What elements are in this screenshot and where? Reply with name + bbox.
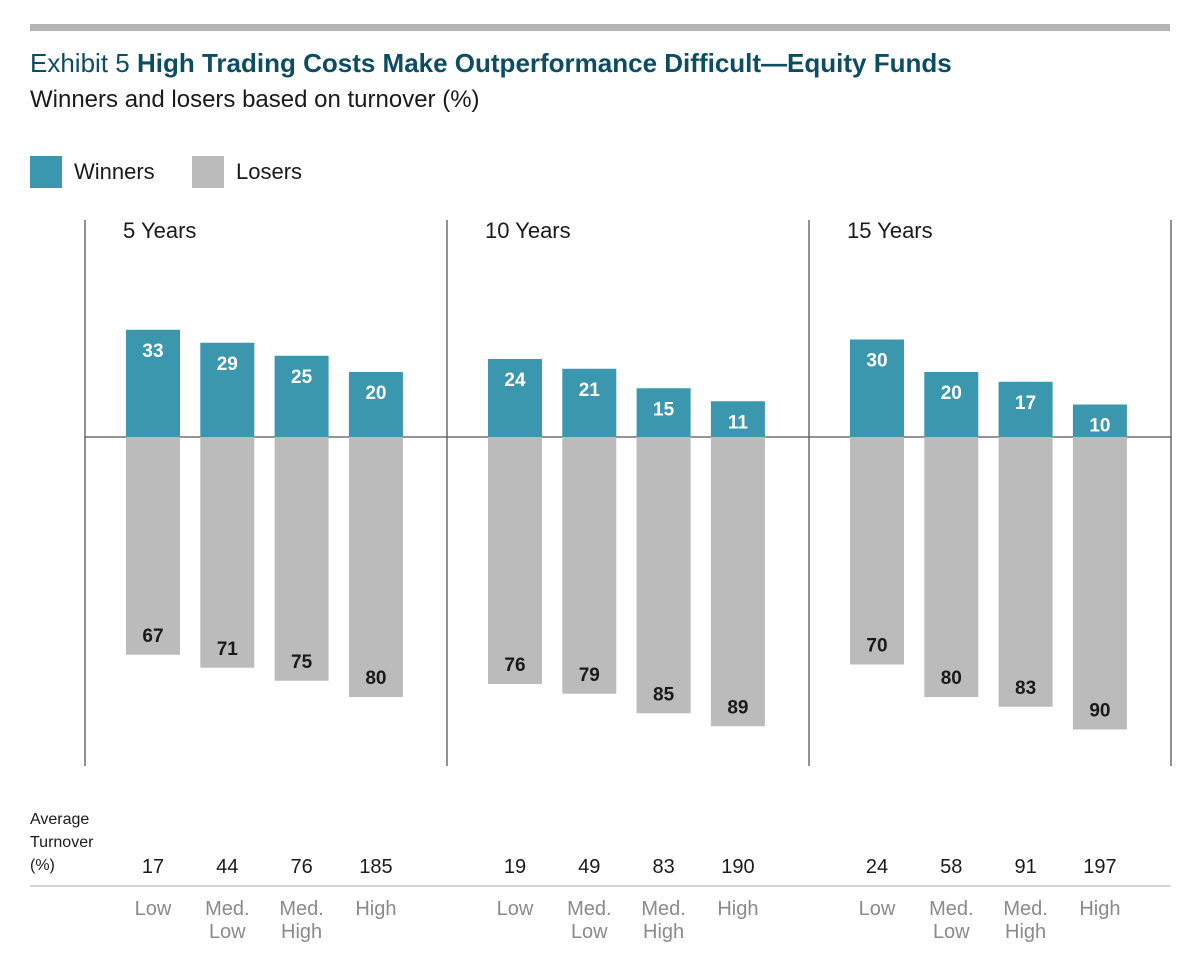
average-turnover-value: 58 — [940, 856, 962, 878]
exhibit-label: Exhibit 5 — [30, 48, 130, 78]
winner-value-label: 20 — [365, 383, 386, 404]
loser-value-label: 67 — [142, 626, 163, 647]
average-turnover-value: 76 — [290, 856, 312, 878]
winner-bar — [1072, 404, 1127, 437]
loser-bar — [1072, 437, 1127, 730]
loser-value-label: 70 — [866, 636, 887, 657]
winner-value-label: 15 — [653, 399, 675, 420]
winner-bar — [850, 339, 904, 437]
winner-bar — [998, 381, 1053, 437]
winner-value-label: 29 — [217, 354, 238, 375]
panel-title: 5 Years — [123, 218, 196, 243]
average-turnover-value: 197 — [1083, 856, 1116, 878]
average-turnover-value: 44 — [216, 856, 238, 878]
loser-value-label: 80 — [941, 668, 962, 689]
loser-bar — [710, 437, 765, 727]
winner-value-label: 33 — [142, 341, 163, 362]
loser-value-label: 85 — [653, 684, 675, 705]
category-label: High — [717, 898, 758, 920]
winner-bar — [562, 368, 617, 437]
winner-bar — [126, 329, 180, 437]
average-turnover-value: 49 — [578, 856, 600, 878]
winner-bar — [636, 388, 691, 437]
winner-value-label: 10 — [1089, 416, 1110, 437]
winner-value-label: 17 — [1015, 393, 1036, 414]
loser-bar — [200, 437, 255, 668]
panel-title: 10 Years — [485, 218, 571, 243]
loser-value-label: 76 — [504, 655, 525, 676]
loser-bar — [126, 437, 180, 655]
winner-value-label: 30 — [866, 351, 887, 372]
category-label: Low — [497, 898, 534, 920]
legend-label-winners: Winners — [74, 159, 155, 184]
turnover-row-label-line: Average — [30, 811, 89, 828]
category-label: Low — [859, 898, 896, 920]
category-label: Low — [209, 921, 246, 943]
loser-value-label: 75 — [291, 652, 313, 673]
average-turnover-value: 24 — [866, 856, 888, 878]
winner-value-label: 24 — [504, 370, 526, 391]
loser-bar — [348, 437, 403, 697]
legend-swatch-losers — [192, 156, 224, 188]
category-label: High — [355, 898, 396, 920]
loser-bar — [488, 437, 542, 684]
winner-value-label: 11 — [728, 412, 749, 433]
winner-bar — [200, 342, 255, 437]
category-label: Low — [571, 921, 608, 943]
winner-bar — [274, 355, 329, 437]
chart-title: Exhibit 5 High Trading Costs Make Outper… — [30, 48, 952, 79]
loser-bar — [636, 437, 691, 714]
winner-bar — [488, 359, 542, 437]
legend-label-losers: Losers — [236, 159, 303, 184]
winner-value-label: 25 — [291, 367, 313, 388]
winner-bar — [710, 401, 765, 437]
category-label: Med. — [567, 898, 611, 920]
top-rule — [30, 24, 1170, 31]
category-label: Low — [933, 921, 970, 943]
winner-bar — [924, 372, 979, 437]
winner-value-label: 20 — [941, 383, 962, 404]
loser-value-label: 79 — [579, 665, 600, 686]
loser-bar — [998, 437, 1053, 707]
loser-bar — [562, 437, 617, 694]
turnover-row-label-line: (%) — [30, 857, 55, 874]
loser-value-label: 83 — [1015, 678, 1036, 699]
category-label: Med. — [279, 898, 323, 920]
average-turnover-value: 83 — [652, 856, 674, 878]
average-turnover-value: 185 — [359, 856, 392, 878]
legend-item-losers: Losers — [192, 155, 302, 189]
legend-swatch-winners — [30, 156, 62, 188]
average-turnover-value: 190 — [721, 856, 754, 878]
category-label: Med. — [641, 898, 685, 920]
chart-subtitle: Winners and losers based on turnover (%) — [30, 86, 480, 113]
loser-value-label: 80 — [365, 668, 386, 689]
category-label: Low — [135, 898, 172, 920]
panel-title: 15 Years — [847, 218, 933, 243]
average-turnover-value: 91 — [1014, 856, 1036, 878]
category-label: High — [1079, 898, 1120, 920]
turnover-row-label-line: Turnover — [30, 834, 94, 851]
legend-item-winners: Winners — [30, 155, 155, 189]
category-label: High — [281, 921, 322, 943]
title-text: High Trading Costs Make Outperformance D… — [136, 48, 952, 78]
loser-bar — [850, 437, 904, 665]
loser-value-label: 71 — [217, 639, 239, 660]
winner-value-label: 21 — [579, 380, 601, 401]
category-label: Med. — [205, 898, 249, 920]
category-label: High — [643, 921, 684, 943]
category-label: Med. — [929, 898, 973, 920]
average-turnover-value: 19 — [504, 856, 526, 878]
loser-value-label: 89 — [727, 697, 748, 718]
loser-bar — [924, 437, 979, 697]
category-label: Med. — [1003, 898, 1047, 920]
winner-bar — [348, 372, 403, 437]
loser-bar — [274, 437, 329, 681]
category-label: High — [1005, 921, 1046, 943]
loser-value-label: 90 — [1089, 701, 1110, 722]
average-turnover-value: 17 — [142, 856, 164, 878]
